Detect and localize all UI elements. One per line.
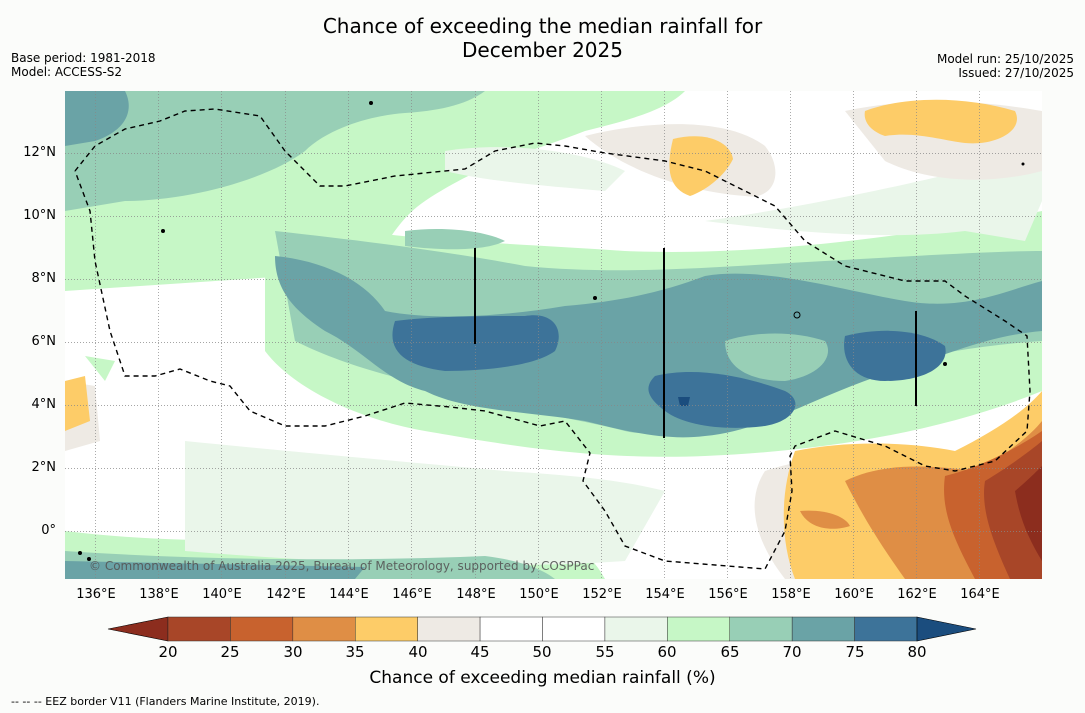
base-period: Base period: 1981-2018 <box>11 51 156 65</box>
patch-65-70-inside <box>725 333 829 381</box>
x-tick-156e: 156°E <box>708 587 748 602</box>
band-70-75 <box>65 91 1042 579</box>
colorbar-cell <box>230 616 294 642</box>
cb-tick-40: 40 <box>408 643 428 661</box>
y-tick-6n: 6°N <box>31 334 57 349</box>
eez-footnote: -- -- -- EEZ border V11 (Flanders Marine… <box>11 695 320 708</box>
cb-tick-80: 80 <box>907 643 927 661</box>
model-run: Model run: 25/10/2025 <box>936 52 1074 66</box>
y-tick-8n: 8°N <box>31 271 57 286</box>
colorbar-extend-low <box>107 616 169 642</box>
colorbar-label: Chance of exceeding median rainfall (%) <box>369 668 716 688</box>
x-tick-144e: 144°E <box>329 587 369 602</box>
rainfall-map <box>65 91 1042 579</box>
cb-tick-60: 60 <box>657 643 677 661</box>
x-tick-150e: 150°E <box>519 587 559 602</box>
colorbar-cell <box>479 616 543 642</box>
cb-tick-50: 50 <box>532 643 552 661</box>
band-20-25 <box>984 441 1042 579</box>
cb-tick-70: 70 <box>782 643 802 661</box>
x-tick-154e: 154°E <box>645 587 685 602</box>
patch-blue-dot <box>678 397 690 406</box>
colorbar-cell <box>542 616 606 642</box>
cb-tick-45: 45 <box>470 643 490 661</box>
meta-left: Base period: 1981-2018 Model: ACCESS-S2 <box>11 51 156 79</box>
title-line-1: Chance of exceeding the median rainfall … <box>322 14 763 38</box>
x-tick-146e: 146°E <box>392 587 432 602</box>
x-tick-152e: 152°E <box>582 587 622 602</box>
colorbar-cell <box>355 616 418 642</box>
cb-tick-25: 25 <box>220 643 240 661</box>
cb-tick-20: 20 <box>158 643 178 661</box>
island-specks <box>78 101 1025 561</box>
cb-tick-65: 65 <box>720 643 740 661</box>
x-tick-164e: 164°E <box>960 587 1000 602</box>
cb-tick-75: 75 <box>845 643 865 661</box>
x-tick-140e: 140°E <box>202 587 242 602</box>
x-tick-162e: 162°E <box>897 587 937 602</box>
gridlines <box>65 91 1042 579</box>
colorbar-cell <box>729 616 793 642</box>
cb-tick-55: 55 <box>595 643 615 661</box>
colorbar-cell <box>604 616 668 642</box>
y-tick-0: 0° <box>41 523 56 538</box>
colorbar-cell <box>667 616 730 642</box>
colorbar-cell <box>791 616 855 642</box>
colorbar-cell <box>417 616 481 642</box>
x-tick-160e: 160°E <box>834 587 874 602</box>
colorbar-cells <box>107 616 977 642</box>
copyright-notice: © Commonwealth of Australia 2025, Bureau… <box>89 559 595 573</box>
x-tick-148e: 148°E <box>456 587 496 602</box>
title-line-2: December 2025 <box>462 38 623 62</box>
y-tick-4n: 4°N <box>31 397 57 412</box>
x-tick-138e: 138°E <box>139 587 179 602</box>
cb-tick-30: 30 <box>283 643 303 661</box>
colorbar-cell <box>292 616 356 642</box>
colorbar-cell <box>854 616 918 642</box>
x-tick-142e: 142°E <box>266 587 306 602</box>
colorbar-extend-high <box>916 616 977 642</box>
meta-right: Model run: 25/10/2025 Issued: 27/10/2025 <box>937 52 1074 80</box>
y-tick-12n: 12°N <box>23 145 56 160</box>
x-tick-136e: 136°E <box>76 587 116 602</box>
x-tick-158e: 158°E <box>771 587 811 602</box>
cb-tick-35: 35 <box>345 643 365 661</box>
y-tick-10n: 10°N <box>23 208 56 223</box>
chart-title: Chance of exceeding the median rainfall … <box>0 14 1085 62</box>
y-tick-2n: 2°N <box>31 460 57 475</box>
band-below-20 <box>1015 466 1042 561</box>
issued-date: Issued: 27/10/2025 <box>958 66 1074 80</box>
colorbar-cell <box>167 616 231 642</box>
vertical-markers <box>474 248 917 438</box>
model-name: Model: ACCESS-S2 <box>11 65 123 79</box>
